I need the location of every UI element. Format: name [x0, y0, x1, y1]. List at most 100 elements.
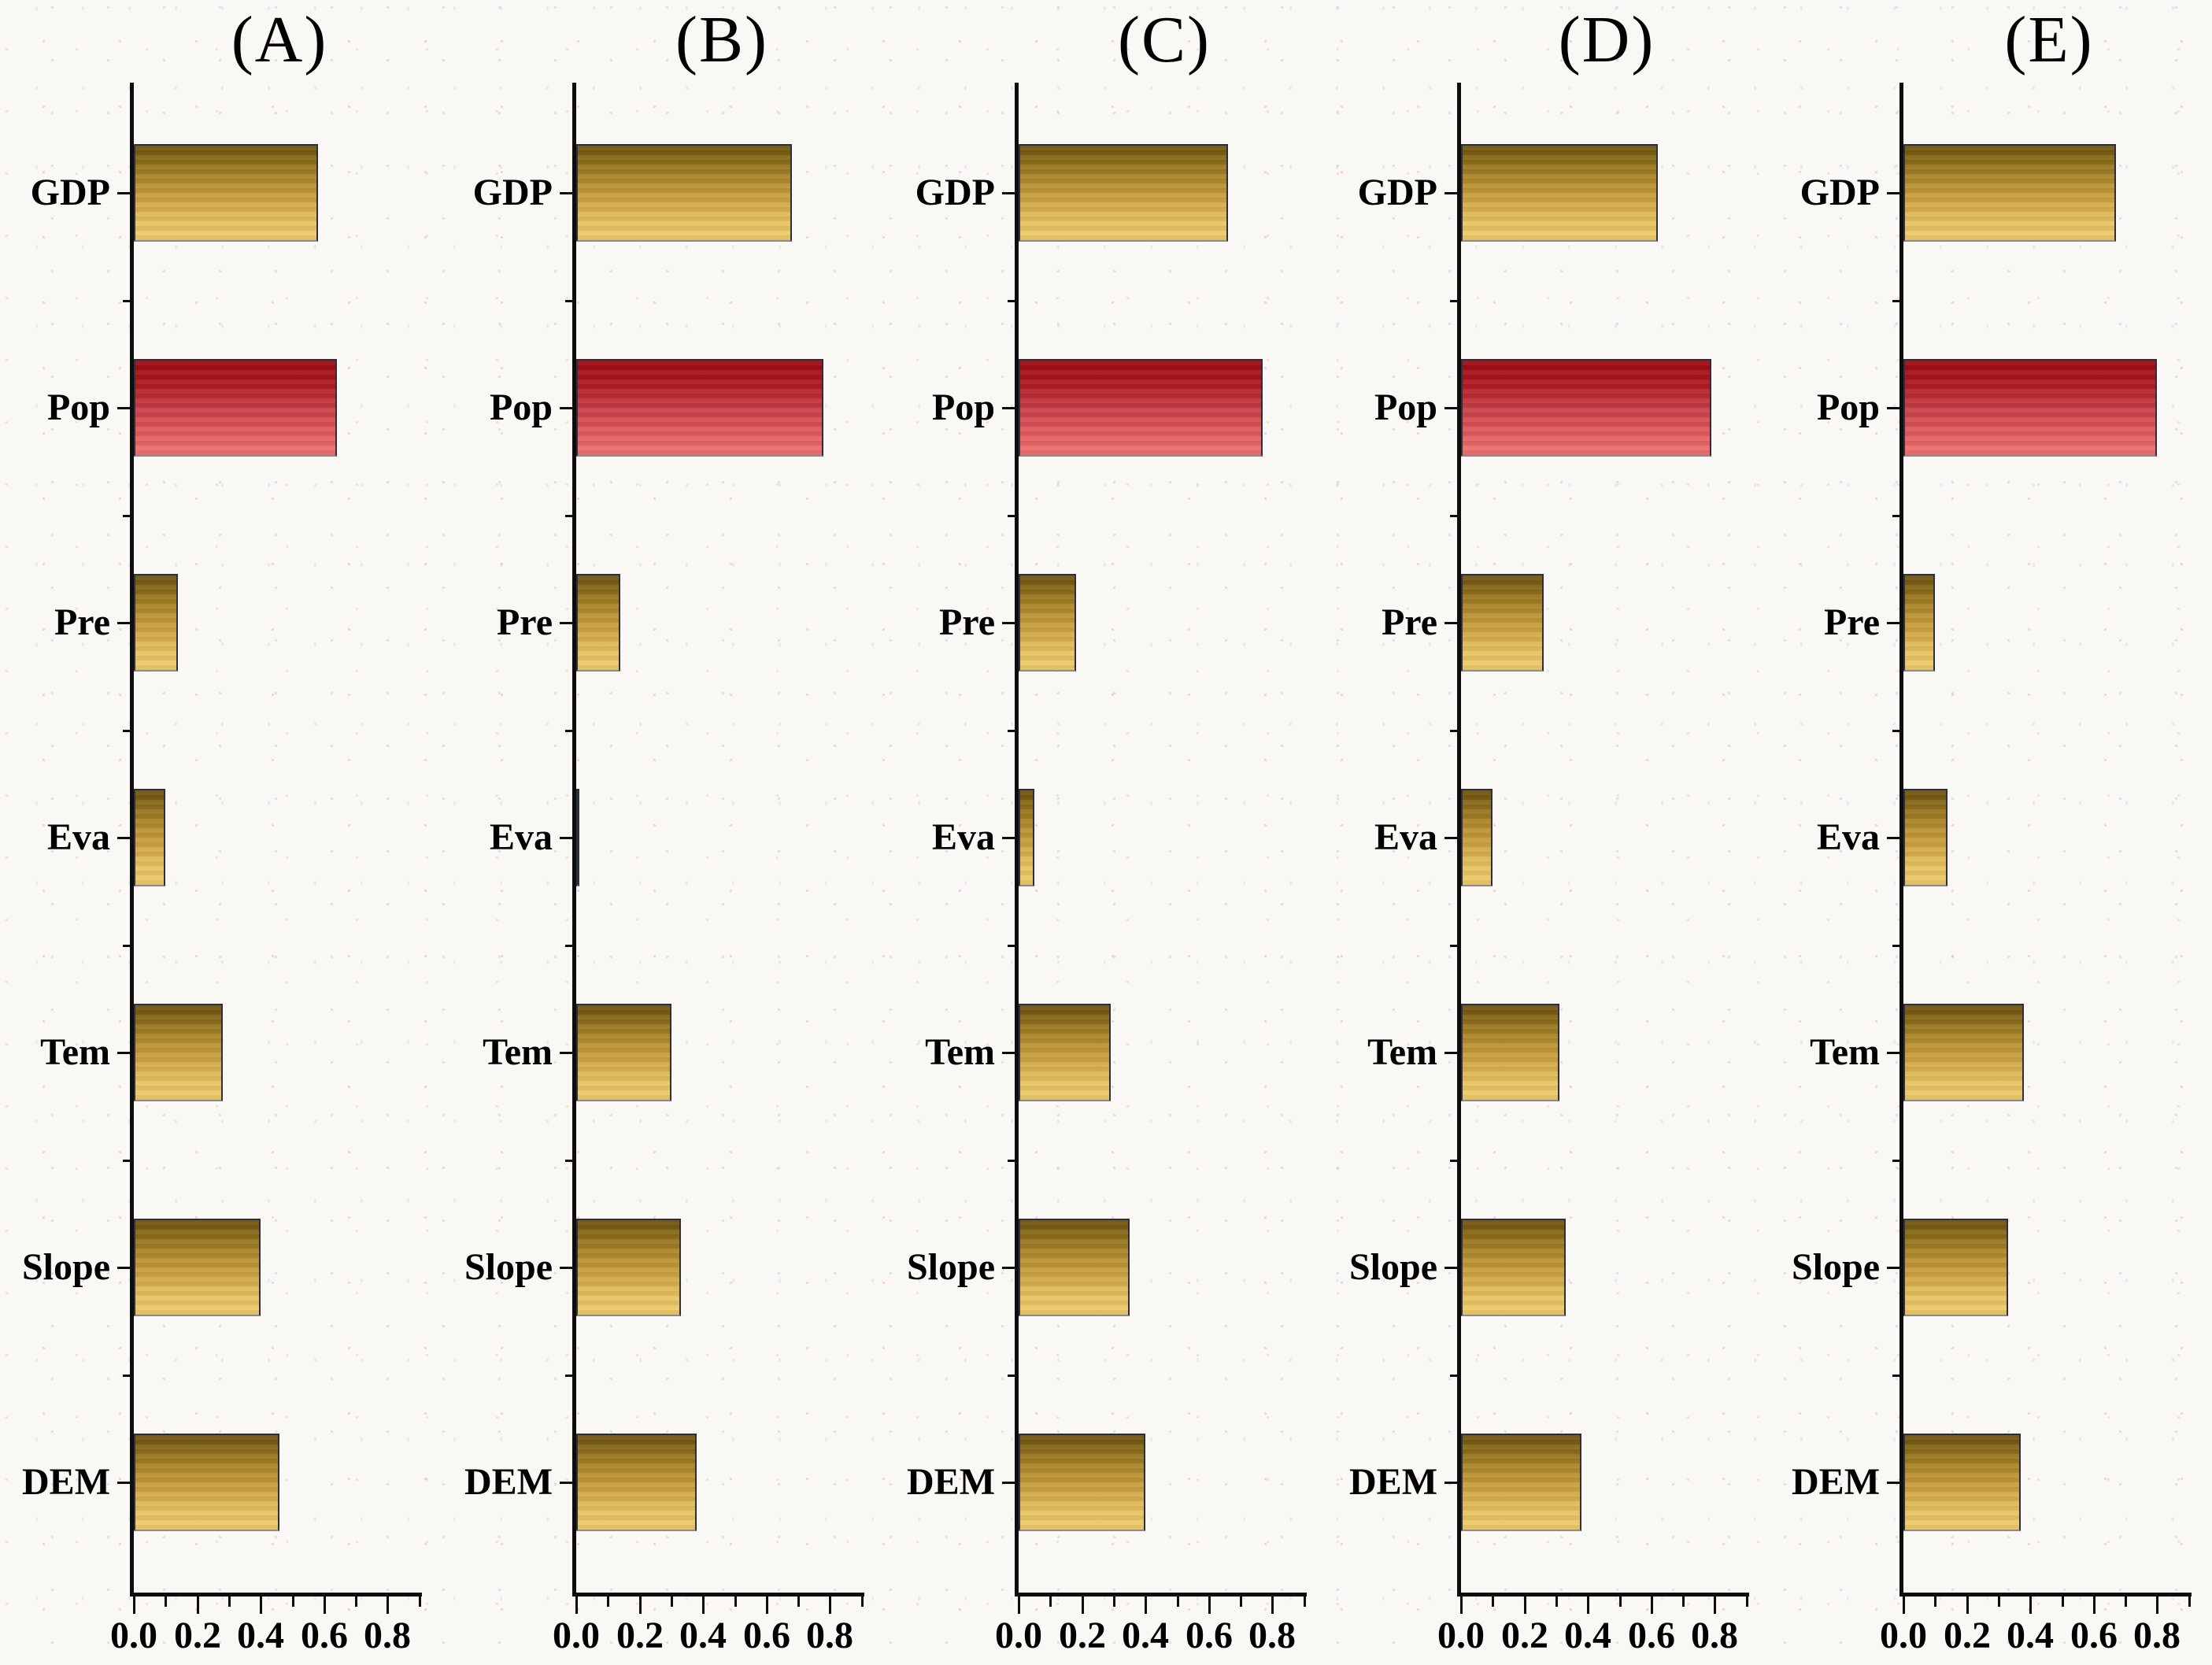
x-tick-label: 0.6 [1628, 1615, 1675, 1656]
x-minor-tick [1113, 1597, 1115, 1607]
y-major-tick [1002, 622, 1015, 624]
y-minor-tick [1892, 729, 1899, 732]
bar-pre [134, 574, 178, 672]
x-minor-tick [2188, 1597, 2191, 1607]
category-label: Pop [46, 387, 110, 428]
bar-pre [576, 574, 620, 672]
x-major-tick [575, 1597, 578, 1614]
chart-panel: (A) GDP Pop Pre Eva Tem Slope DEM 0.0 0.2 0.4 0.6 0.… [0, 0, 442, 1665]
x-minor-tick [861, 1597, 864, 1607]
x-tick-label: 0.0 [553, 1615, 600, 1656]
chart-panel: (B) GDP Pop Pre Eva Tem Slope DEM 0.0 0.2 0.4 0.6 0.… [442, 0, 885, 1665]
panel-title: (D) [1558, 3, 1655, 76]
x-major-tick [702, 1597, 705, 1614]
bar-dem [134, 1434, 279, 1531]
category-label: Slope [1348, 1246, 1437, 1288]
x-major-tick [639, 1597, 642, 1614]
y-minor-tick [1892, 514, 1899, 517]
panel-title: (C) [1118, 3, 1211, 76]
y-major-tick [117, 407, 130, 409]
category-label: Pre [54, 601, 110, 643]
x-minor-tick [2062, 1597, 2064, 1607]
x-major-tick [1524, 1597, 1526, 1614]
category-label: Pop [1816, 387, 1880, 428]
y-major-tick [1002, 407, 1015, 409]
x-tick-label: 0.6 [743, 1615, 790, 1656]
category-label: Pre [1823, 601, 1880, 643]
y-major-tick [117, 1052, 130, 1054]
x-minor-tick [797, 1597, 800, 1607]
bar-tem [1903, 1004, 2024, 1101]
x-minor-tick [607, 1597, 609, 1607]
x-major-tick [1966, 1597, 1969, 1614]
x-minor-tick [671, 1597, 673, 1607]
x-major-tick [133, 1597, 135, 1614]
y-major-tick [1887, 1267, 1899, 1269]
y-major-tick [1002, 1482, 1015, 1484]
y-major-tick [117, 1482, 130, 1484]
y-minor-tick [1450, 729, 1457, 732]
y-major-tick [1887, 837, 1899, 839]
category-label: Tem [40, 1031, 110, 1073]
category-label: DEM [1349, 1461, 1437, 1503]
panel-title: (A) [231, 3, 328, 76]
bar-gdp [1019, 144, 1228, 242]
y-minor-tick [1008, 1374, 1015, 1377]
x-major-tick [197, 1597, 199, 1614]
x-major-tick [260, 1597, 262, 1614]
y-minor-tick [1008, 729, 1015, 732]
bar-tem [1019, 1004, 1111, 1101]
category-label: Slope [906, 1246, 995, 1288]
x-major-tick [829, 1597, 831, 1614]
y-major-tick [117, 1267, 130, 1269]
y-minor-tick [1008, 1159, 1015, 1162]
y-minor-tick [123, 1159, 130, 1162]
bar-pop [576, 359, 823, 457]
y-major-tick [1002, 1267, 1015, 1269]
x-axis-line [1015, 1593, 1307, 1597]
x-minor-tick [1934, 1597, 1936, 1607]
category-label: Eva [1374, 816, 1437, 858]
category-label: GDP [1800, 172, 1880, 213]
x-major-tick [1714, 1597, 1716, 1614]
category-label: GDP [30, 172, 110, 213]
x-minor-tick [1177, 1597, 1179, 1607]
x-axis-line [1899, 1593, 2192, 1597]
chart-panel: (E) GDP Pop Pre Eva Tem Slope DEM 0.0 0.2 0.4 0.6 0.… [1770, 0, 2212, 1665]
category-label: Pop [1374, 387, 1437, 428]
y-major-tick [560, 1267, 572, 1269]
y-major-tick [117, 622, 130, 624]
x-tick-label: 0.8 [1691, 1615, 1738, 1656]
y-major-tick [1444, 1052, 1457, 1054]
x-major-tick [1082, 1597, 1084, 1614]
y-major-tick [1444, 192, 1457, 194]
y-minor-tick [1008, 299, 1015, 302]
y-major-tick [1444, 622, 1457, 624]
category-label: Slope [1791, 1246, 1880, 1288]
category-label: Pop [931, 387, 995, 428]
y-minor-tick [123, 944, 130, 947]
category-label: Tem [1810, 1031, 1880, 1073]
bar-slope [1903, 1219, 2008, 1316]
category-label: GDP [1357, 172, 1437, 213]
category-label: Pre [1381, 601, 1437, 643]
category-label: Slope [21, 1246, 110, 1288]
x-tick-label: 0.8 [1248, 1615, 1296, 1656]
category-label: GDP [915, 172, 995, 213]
y-minor-tick [565, 944, 572, 947]
x-major-tick [1271, 1597, 1274, 1614]
y-axis-line [1899, 83, 1903, 1597]
y-minor-tick [1450, 299, 1457, 302]
y-major-tick [560, 837, 572, 839]
category-label: Pre [938, 601, 995, 643]
x-axis-line [572, 1593, 864, 1597]
bar-dem [1019, 1434, 1145, 1531]
x-minor-tick [1304, 1597, 1306, 1607]
y-axis-line [1457, 83, 1461, 1597]
x-tick-label: 0.0 [995, 1615, 1042, 1656]
x-tick-label: 0.4 [237, 1615, 284, 1656]
x-minor-tick [1746, 1597, 1748, 1607]
y-major-tick [560, 1482, 572, 1484]
y-axis-line [130, 83, 134, 1597]
y-minor-tick [1892, 1374, 1899, 1377]
